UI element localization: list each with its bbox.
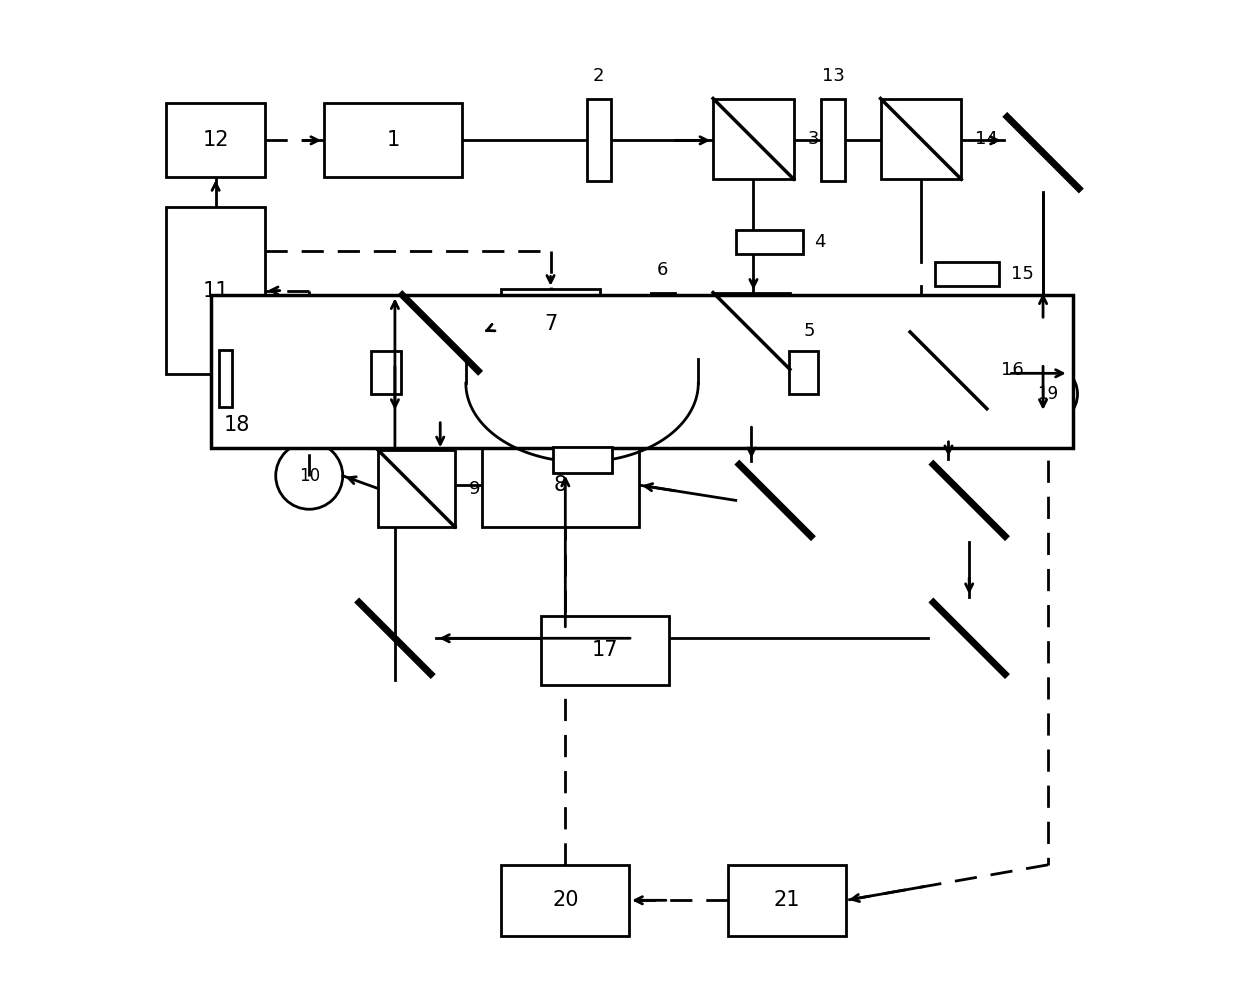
Text: 4: 4 [814, 233, 826, 251]
Bar [166, 207, 265, 374]
Bar [166, 103, 265, 177]
Bar [821, 98, 845, 181]
Text: 3: 3 [808, 130, 819, 148]
Text: 1: 1 [387, 130, 399, 151]
Bar [540, 616, 669, 685]
Bar [502, 289, 600, 360]
Text: 16: 16 [1001, 361, 1023, 379]
Text: 13: 13 [821, 67, 845, 85]
Bar [934, 262, 999, 286]
Text: 20: 20 [553, 890, 579, 910]
Bar [325, 103, 462, 177]
Text: 19: 19 [1037, 385, 1058, 403]
Bar [587, 98, 611, 181]
Bar [372, 351, 401, 394]
Text: 17: 17 [591, 640, 618, 660]
Text: 2: 2 [593, 67, 605, 85]
Bar [218, 350, 233, 407]
Text: 10: 10 [299, 467, 320, 485]
Bar [211, 296, 1073, 448]
Bar [378, 450, 455, 527]
Text: 8: 8 [554, 475, 567, 495]
Text: 21: 21 [773, 890, 800, 910]
Text: 5: 5 [804, 322, 815, 340]
Text: 6: 6 [657, 261, 669, 279]
Text: 15: 15 [1011, 265, 1033, 283]
Bar [553, 447, 612, 473]
Bar [789, 351, 819, 394]
Bar [714, 293, 790, 369]
Bar [736, 230, 803, 254]
Bar [482, 443, 639, 527]
Bar [911, 332, 987, 409]
Text: 14: 14 [975, 130, 997, 148]
Bar [727, 865, 846, 936]
Bar [881, 98, 961, 179]
Bar [650, 293, 675, 369]
Bar [502, 865, 629, 936]
Text: 9: 9 [468, 480, 481, 497]
Text: 18: 18 [223, 416, 250, 435]
Bar [714, 98, 794, 179]
Text: 12: 12 [202, 130, 229, 151]
Text: 11: 11 [202, 281, 229, 300]
Text: 7: 7 [544, 314, 558, 334]
